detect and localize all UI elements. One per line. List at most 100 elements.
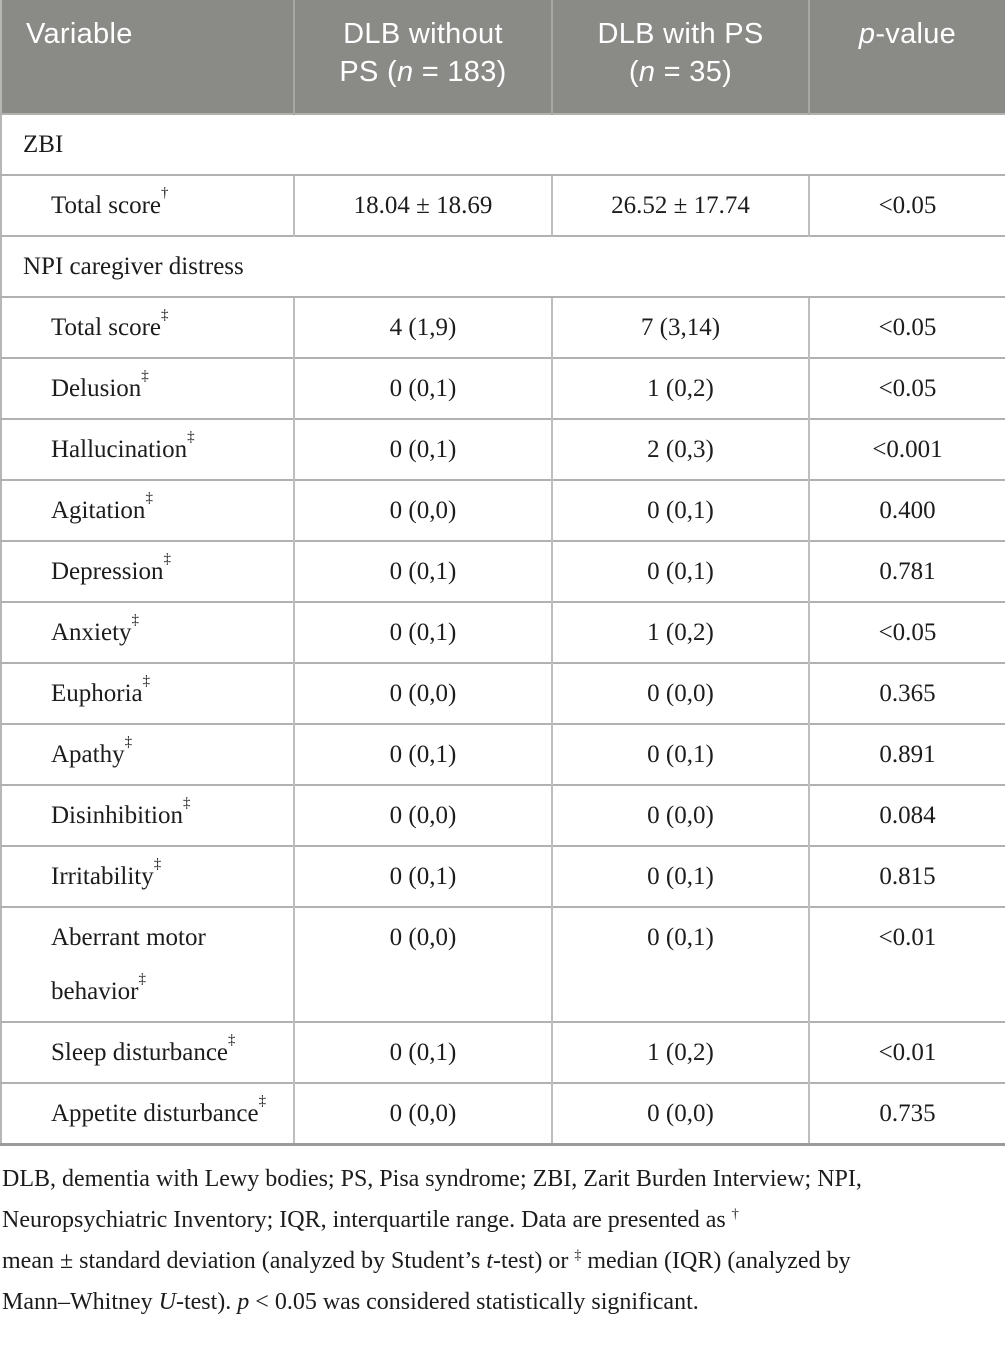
value-p: 0.735 [808, 1082, 1005, 1145]
value-p: <0.05 [808, 174, 1005, 236]
row-label: Euphoria‡ [1, 662, 294, 724]
table-row-hallucination: Hallucination‡ 0 (0,1) 2 (0,3) <0.001 [1, 418, 1005, 480]
double-dagger-marker: ‡ [138, 970, 146, 987]
table-row-total-score-zbi: Total score† 18.04 ± 18.69 26.52 ± 17.74… [1, 174, 1005, 236]
double-dagger-marker: ‡ [228, 1031, 236, 1048]
row-label: Delusion‡ [1, 357, 294, 419]
row-label: Depression‡ [1, 540, 294, 602]
value-dlb-without-ps: 0 (0,1) [293, 540, 552, 602]
value-dlb-without-ps: 0 (0,1) [293, 418, 552, 480]
value-p: <0.05 [808, 357, 1005, 419]
table-header: Variable DLB without PS (n = 183) DLB wi… [1, 0, 1005, 114]
double-dagger-marker: ‡ [145, 489, 153, 506]
value-dlb-without-ps: 0 (0,1) [293, 357, 552, 419]
section-label: ZBI [1, 113, 1005, 175]
table-row-agitation: Agitation‡ 0 (0,0) 0 (0,1) 0.400 [1, 479, 1005, 541]
column-header-line2: PS (n = 183) [339, 56, 507, 88]
table-body: ZBI Total score† 18.04 ± 18.69 26.52 ± 1… [1, 113, 1005, 1145]
row-label: Sleep disturbance‡ [1, 1021, 294, 1083]
table-row-aberrant-motor-behavior: Aberrant motor behavior‡ 0 (0,0) 0 (0,1)… [1, 906, 1005, 1022]
footnote: DLB, dementia with Lewy bodies; PS, Pisa… [2, 1166, 862, 1315]
value-p: 0.084 [808, 784, 1005, 846]
value-dlb-with-ps: 2 (0,3) [551, 418, 809, 480]
section-row-npi: NPI caregiver distress [1, 235, 1005, 297]
section-label: NPI caregiver distress [1, 235, 1005, 297]
value-p: <0.01 [808, 906, 1005, 1022]
value-dlb-with-ps: 1 (0,2) [551, 1021, 809, 1083]
double-dagger-marker: ‡ [161, 306, 169, 323]
double-dagger-marker: ‡ [182, 794, 191, 811]
table-row-apathy: Apathy‡ 0 (0,1) 0 (0,1) 0.891 [1, 723, 1005, 785]
column-header-variable-label: Variable [26, 18, 133, 50]
value-dlb-without-ps: 0 (0,0) [293, 906, 552, 1022]
value-p: <0.05 [808, 296, 1005, 358]
value-dlb-with-ps: 7 (3,14) [551, 296, 809, 358]
value-dlb-with-ps: 0 (0,1) [551, 723, 809, 785]
column-header-line2: (n = 35) [628, 56, 733, 88]
value-dlb-without-ps: 0 (0,0) [293, 479, 552, 541]
value-dlb-without-ps: 0 (0,1) [293, 845, 552, 907]
dagger-marker: † [161, 184, 169, 201]
value-dlb-with-ps: 0 (0,0) [551, 784, 809, 846]
value-dlb-with-ps: 0 (0,1) [551, 845, 809, 907]
value-dlb-without-ps: 0 (0,1) [293, 601, 552, 663]
value-p: <0.05 [808, 601, 1005, 663]
header-row: Variable DLB without PS (n = 183) DLB wi… [1, 0, 1005, 114]
value-dlb-with-ps: 0 (0,0) [551, 662, 809, 724]
value-dlb-without-ps: 0 (0,0) [293, 784, 552, 846]
value-dlb-without-ps: 4 (1,9) [293, 296, 552, 358]
table-row-delusion: Delusion‡ 0 (0,1) 1 (0,2) <0.05 [1, 357, 1005, 419]
value-p: <0.01 [808, 1021, 1005, 1083]
value-p: 0.400 [808, 479, 1005, 541]
section-row-zbi: ZBI [1, 113, 1005, 175]
column-header-dlb-with-ps: DLB with PS (n = 35) [551, 0, 809, 114]
value-p: 0.781 [808, 540, 1005, 602]
double-dagger-marker: ‡ [153, 855, 162, 872]
double-dagger-marker: ‡ [131, 611, 140, 628]
value-dlb-without-ps: 0 (0,0) [293, 662, 552, 724]
value-p: <0.001 [808, 418, 1005, 480]
value-p: 0.365 [808, 662, 1005, 724]
value-dlb-with-ps: 0 (0,1) [551, 540, 809, 602]
comparison-table: Variable DLB without PS (n = 183) DLB wi… [0, 0, 1005, 1146]
value-p: 0.891 [808, 723, 1005, 785]
row-label: Anxiety‡ [1, 601, 294, 663]
table-row-anxiety: Anxiety‡ 0 (0,1) 1 (0,2) <0.05 [1, 601, 1005, 663]
double-dagger-marker: ‡ [187, 428, 195, 445]
table-row-euphoria: Euphoria‡ 0 (0,0) 0 (0,0) 0.365 [1, 662, 1005, 724]
table-row-depression: Depression‡ 0 (0,1) 0 (0,1) 0.781 [1, 540, 1005, 602]
double-dagger-marker: ‡ [258, 1092, 267, 1109]
column-header-line1: DLB without [343, 18, 503, 50]
value-dlb-with-ps: 26.52 ± 17.74 [551, 174, 809, 236]
table-row-irritability: Irritability‡ 0 (0,1) 0 (0,1) 0.815 [1, 845, 1005, 907]
column-header-dlb-without-ps: DLB without PS (n = 183) [293, 0, 552, 114]
column-header-line1: DLB with PS [597, 18, 764, 50]
table-row-disinhibition: Disinhibition‡ 0 (0,0) 0 (0,0) 0.084 [1, 784, 1005, 846]
table-row-total-score-npi: Total score‡ 4 (1,9) 7 (3,14) <0.05 [1, 296, 1005, 358]
row-label: Hallucination‡ [1, 418, 294, 480]
table-row-appetite-disturbance: Appetite disturbance‡ 0 (0,0) 0 (0,0) 0.… [1, 1082, 1005, 1145]
value-dlb-without-ps: 18.04 ± 18.69 [293, 174, 552, 236]
row-label: Irritability‡ [1, 845, 294, 907]
value-dlb-with-ps: 0 (0,1) [551, 906, 809, 1022]
double-dagger-marker: ‡ [124, 733, 133, 750]
row-label: Agitation‡ [1, 479, 294, 541]
row-label: Appetite disturbance‡ [1, 1082, 294, 1145]
double-dagger-marker: ‡ [163, 550, 171, 567]
row-label: Disinhibition‡ [1, 784, 294, 846]
table-row-sleep-disturbance: Sleep disturbance‡ 0 (0,1) 1 (0,2) <0.01 [1, 1021, 1005, 1083]
value-p: 0.815 [808, 845, 1005, 907]
paper-table-figure: Variable DLB without PS (n = 183) DLB wi… [0, 0, 1005, 1315]
value-dlb-with-ps: 1 (0,2) [551, 601, 809, 663]
row-label: Total score‡ [1, 296, 294, 358]
row-label: Aberrant motor behavior‡ [1, 906, 294, 1022]
double-dagger-marker: ‡ [142, 672, 151, 689]
row-label: Apathy‡ [1, 723, 294, 785]
value-dlb-with-ps: 0 (0,0) [551, 1082, 809, 1145]
row-label: Total score† [1, 174, 294, 236]
value-dlb-without-ps: 0 (0,1) [293, 723, 552, 785]
double-dagger-marker: ‡ [141, 367, 149, 384]
value-dlb-with-ps: 1 (0,2) [551, 357, 809, 419]
value-dlb-without-ps: 0 (0,1) [293, 1021, 552, 1083]
value-dlb-with-ps: 0 (0,1) [551, 479, 809, 541]
